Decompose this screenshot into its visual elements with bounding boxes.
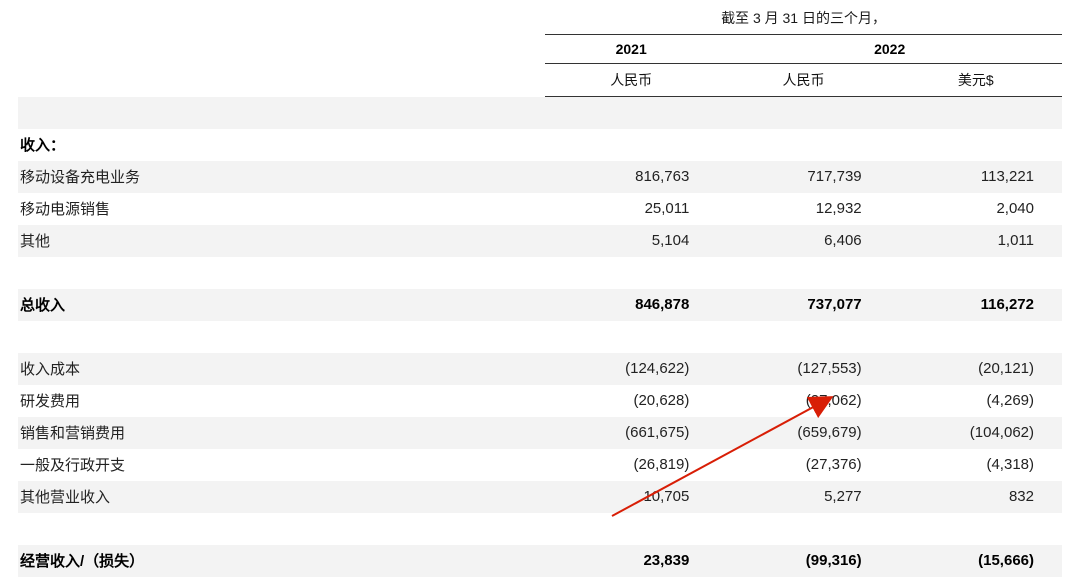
- val-2022-usd: 2,040: [890, 193, 1062, 225]
- label: 收入成本: [18, 353, 545, 385]
- val-2021-rmb: 23,839: [545, 545, 717, 577]
- row-powerbank-sales: 移动电源销售 25,011 12,932 2,040: [18, 193, 1062, 225]
- label: 移动电源销售: [18, 193, 545, 225]
- val-2021-rmb: (26,819): [545, 449, 717, 481]
- row-sm-expense: 销售和营销费用 (661,675) (659,679) (104,062): [18, 417, 1062, 449]
- row-other-op-income: 其他营业收入 10,705 5,277 832: [18, 481, 1062, 513]
- val-2022-usd: (4,269): [890, 385, 1062, 417]
- val-2021-rmb: (661,675): [545, 417, 717, 449]
- row-rd-expense: 研发费用 (20,628) (27,062) (4,269): [18, 385, 1062, 417]
- row-total-revenue: 总收入 846,878 737,077 116,272: [18, 289, 1062, 321]
- val-2021-rmb: (124,622): [545, 353, 717, 385]
- financial-table: 截至 3 月 31 日的三个月， 2021 2022 人民币 人民币 美元$ 收…: [18, 8, 1062, 577]
- year-row: 2021 2022: [18, 35, 1062, 64]
- spacer-row: [18, 513, 1062, 545]
- spacer-row: [18, 257, 1062, 289]
- val-2022-rmb: (127,553): [717, 353, 889, 385]
- label: 其他营业收入: [18, 481, 545, 513]
- val-2022-usd: 1,011: [890, 225, 1062, 257]
- val-2022-rmb: 12,932: [717, 193, 889, 225]
- row-cost-of-revenue: 收入成本 (124,622) (127,553) (20,121): [18, 353, 1062, 385]
- spacer-row: [18, 97, 1062, 129]
- label: 总收入: [18, 289, 545, 321]
- year-2021: 2021: [545, 35, 717, 64]
- val-2022-rmb: (27,062): [717, 385, 889, 417]
- val-2022-rmb: 6,406: [717, 225, 889, 257]
- row-operating-result: 经营收入/（损失） 23,839 (99,316) (15,666): [18, 545, 1062, 577]
- val-2022-usd: 116,272: [890, 289, 1062, 321]
- val-2022-usd: (20,121): [890, 353, 1062, 385]
- unit-2022-rmb: 人民币: [717, 64, 889, 97]
- val-2022-usd: (104,062): [890, 417, 1062, 449]
- section-revenue: 收入：: [18, 129, 1062, 161]
- unit-row: 人民币 人民币 美元$: [18, 64, 1062, 97]
- label: 移动设备充电业务: [18, 161, 545, 193]
- val-2022-usd: 832: [890, 481, 1062, 513]
- val-2022-usd: (4,318): [890, 449, 1062, 481]
- val-2021-rmb: 25,011: [545, 193, 717, 225]
- unit-2021-rmb: 人民币: [545, 64, 717, 97]
- label: 研发费用: [18, 385, 545, 417]
- val-2022-rmb: (27,376): [717, 449, 889, 481]
- period-row: 截至 3 月 31 日的三个月，: [18, 8, 1062, 35]
- label: 其他: [18, 225, 545, 257]
- val-2022-rmb: (659,679): [717, 417, 889, 449]
- val-2021-rmb: 5,104: [545, 225, 717, 257]
- label: 一般及行政开支: [18, 449, 545, 481]
- spacer-row: [18, 321, 1062, 353]
- row-other-revenue: 其他 5,104 6,406 1,011: [18, 225, 1062, 257]
- unit-2022-usd: 美元$: [890, 64, 1062, 97]
- row-ga-expense: 一般及行政开支 (26,819) (27,376) (4,318): [18, 449, 1062, 481]
- label: 经营收入/（损失）: [18, 545, 545, 577]
- val-2021-rmb: 10,705: [545, 481, 717, 513]
- label: 销售和营销费用: [18, 417, 545, 449]
- val-2022-rmb: 737,077: [717, 289, 889, 321]
- val-2022-rmb: 717,739: [717, 161, 889, 193]
- val-2022-usd: (15,666): [890, 545, 1062, 577]
- row-mobile-charging: 移动设备充电业务 816,763 717,739 113,221: [18, 161, 1062, 193]
- val-2022-rmb: (99,316): [717, 545, 889, 577]
- val-2021-rmb: 846,878: [545, 289, 717, 321]
- val-2022-usd: 113,221: [890, 161, 1062, 193]
- financial-table-container: 截至 3 月 31 日的三个月， 2021 2022 人民币 人民币 美元$ 收…: [0, 0, 1080, 577]
- period-caption: 截至 3 月 31 日的三个月，: [545, 8, 1062, 35]
- val-2022-rmb: 5,277: [717, 481, 889, 513]
- section-revenue-label: 收入：: [18, 129, 545, 161]
- year-2022: 2022: [717, 35, 1062, 64]
- val-2021-rmb: (20,628): [545, 385, 717, 417]
- val-2021-rmb: 816,763: [545, 161, 717, 193]
